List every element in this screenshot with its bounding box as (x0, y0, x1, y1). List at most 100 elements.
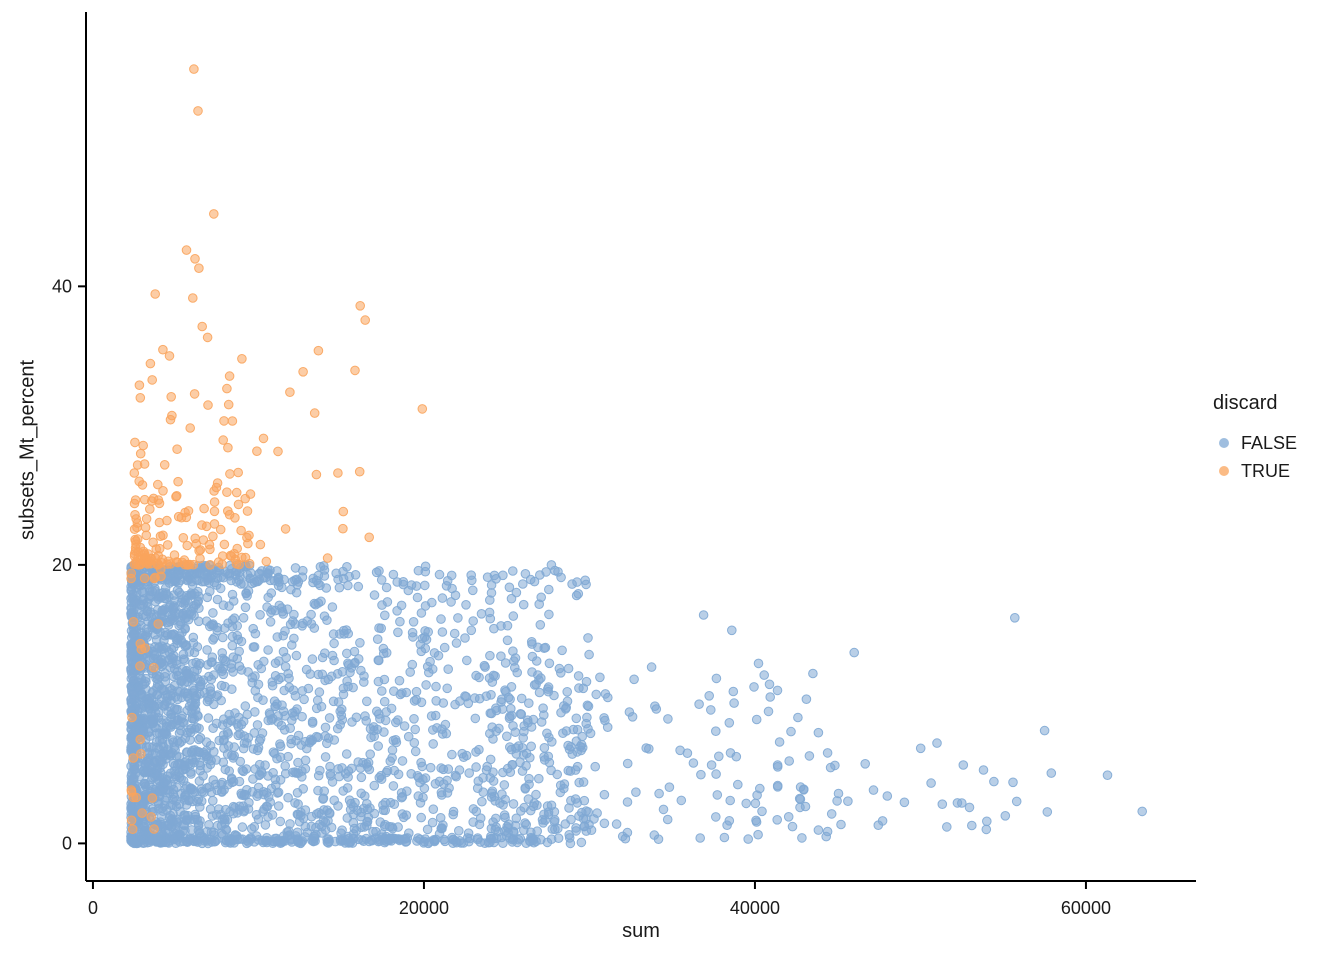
data-point (376, 575, 387, 585)
data-point (417, 404, 428, 414)
data-point (292, 809, 303, 820)
data-point (180, 507, 190, 518)
data-point (460, 691, 470, 701)
data-point (164, 351, 175, 361)
data-point (135, 638, 146, 649)
data-point (227, 684, 237, 695)
data-point (181, 747, 192, 757)
data-point (751, 815, 761, 826)
data-point (576, 745, 587, 756)
data-point (502, 731, 512, 742)
legend-label-false: FALSE (1241, 432, 1298, 453)
data-point (219, 416, 229, 426)
data-point (194, 776, 205, 786)
data-point (216, 680, 227, 691)
data-point (541, 567, 551, 577)
data-point (466, 570, 477, 581)
data-point (322, 553, 333, 563)
data-point (527, 667, 537, 677)
data-point (704, 691, 715, 701)
data-point (186, 697, 197, 708)
data-point (338, 523, 348, 534)
data-point (301, 664, 312, 675)
data-point (140, 522, 151, 533)
data-point (128, 617, 139, 627)
data-point (508, 646, 518, 657)
data-point (128, 753, 139, 763)
data-point (353, 581, 364, 592)
data-point (397, 688, 407, 698)
data-point (133, 607, 144, 617)
data-point (711, 726, 721, 737)
data-point (348, 817, 359, 828)
data-point (169, 792, 180, 803)
data-point (348, 682, 358, 693)
data-point (622, 797, 633, 807)
data-point (751, 714, 762, 725)
data-point (504, 713, 515, 724)
data-point (133, 682, 143, 693)
data-point (223, 442, 233, 453)
data-point (772, 815, 783, 825)
data-point (422, 824, 433, 835)
data-point (439, 834, 449, 845)
data-point (830, 760, 840, 771)
data-point (360, 315, 371, 325)
data-point (192, 746, 202, 757)
data-point (189, 64, 199, 74)
data-point (281, 652, 292, 663)
data-point (192, 814, 202, 825)
data-point (516, 693, 527, 704)
data-point (355, 301, 366, 311)
data-point (572, 724, 583, 735)
data-point (324, 713, 335, 723)
data-point (194, 616, 204, 627)
data-point (711, 673, 722, 684)
data-point (270, 605, 281, 616)
x-axis-title: sum (622, 920, 660, 942)
data-point (434, 569, 445, 580)
data-point (743, 834, 754, 844)
x-tick-label: 40000 (730, 898, 780, 918)
data-point (227, 621, 238, 632)
data-point (539, 743, 550, 753)
data-point (368, 722, 379, 732)
data-point (511, 813, 522, 824)
data-point (451, 638, 462, 648)
data-point (547, 737, 557, 747)
data-point (338, 506, 349, 517)
legend: discard FALSE TRUE (1213, 392, 1297, 485)
data-point (311, 703, 322, 714)
data-point (420, 773, 431, 783)
data-point (362, 816, 373, 827)
data-point (319, 786, 330, 797)
data-point (153, 479, 163, 490)
data-point (156, 755, 166, 766)
data-point (731, 751, 742, 762)
data-point (171, 491, 181, 502)
data-point (278, 706, 289, 717)
data-point (442, 788, 453, 798)
data-point (255, 610, 265, 620)
data-point (498, 570, 508, 581)
data-point (622, 758, 633, 769)
data-point (485, 595, 495, 605)
data-point (316, 809, 327, 819)
data-point (822, 748, 833, 758)
data-point (474, 672, 484, 683)
data-point (162, 540, 173, 550)
data-point (496, 651, 506, 662)
data-point (957, 798, 967, 808)
data-point (958, 760, 969, 770)
data-point (288, 685, 299, 696)
data-point (1010, 613, 1020, 623)
data-point (477, 796, 487, 807)
data-point (425, 762, 436, 773)
data-point (129, 559, 140, 570)
data-point (400, 837, 411, 847)
data-point (365, 749, 376, 760)
data-point (243, 667, 253, 677)
data-point (189, 647, 200, 658)
data-point (279, 685, 290, 696)
